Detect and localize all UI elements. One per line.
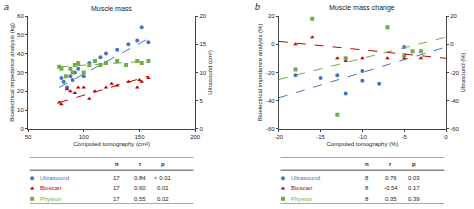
svg-text:Bioelectrical impedance analys: Bioelectrical impedance analysis (%) <box>257 24 263 122</box>
svg-text:Computed tomography (cm²): Computed tomography (cm²) <box>73 141 150 147</box>
svg-text:0.39: 0.39 <box>408 196 420 202</box>
svg-text:10: 10 <box>199 70 206 76</box>
svg-text:p: p <box>161 161 165 167</box>
svg-text:Muscle mass: Muscle mass <box>91 5 132 12</box>
svg-text:20: 20 <box>450 13 457 19</box>
svg-text:Bioelectrical impedance analys: Bioelectrical impedance analysis (kg) <box>9 23 15 122</box>
svg-text:-60: -60 <box>266 126 275 132</box>
svg-text:8: 8 <box>365 185 369 191</box>
svg-text:0.17: 0.17 <box>408 185 420 191</box>
svg-text:n: n <box>365 161 369 167</box>
svg-text:0.01: 0.01 <box>157 185 169 191</box>
svg-text:-10: -10 <box>358 134 367 140</box>
svg-text:Ultrasound: Ultrasound <box>291 175 320 181</box>
svg-text:200: 200 <box>190 134 201 140</box>
svg-text:p: p <box>412 161 416 167</box>
svg-text:8: 8 <box>365 196 369 202</box>
svg-text:0.84: 0.84 <box>134 175 146 181</box>
svg-text:8: 8 <box>365 175 369 181</box>
svg-text:60: 60 <box>17 13 24 19</box>
svg-text:10: 10 <box>17 107 24 113</box>
svg-text:Muscle mass change: Muscle mass change <box>329 4 395 12</box>
svg-text:-5: -5 <box>402 134 408 140</box>
svg-text:0.60: 0.60 <box>134 185 146 191</box>
svg-text:Ultrasound: Ultrasound <box>40 175 69 181</box>
svg-text:5: 5 <box>199 98 203 104</box>
svg-text:Bioscan: Bioscan <box>291 185 312 191</box>
svg-text:30: 30 <box>17 70 24 76</box>
svg-text:Ultrasound (cm²): Ultrasound (cm²) <box>207 50 213 95</box>
svg-text:50: 50 <box>17 32 24 38</box>
svg-text:17: 17 <box>113 175 120 181</box>
svg-text:50: 50 <box>25 134 32 140</box>
svg-text:r: r <box>139 161 142 167</box>
svg-text:0.02: 0.02 <box>157 196 169 202</box>
svg-text:< 0.01: < 0.01 <box>154 175 172 181</box>
svg-text:17: 17 <box>113 196 120 202</box>
svg-text:40: 40 <box>17 51 24 57</box>
svg-text:0: 0 <box>20 126 24 132</box>
svg-text:-60: -60 <box>450 126 459 132</box>
svg-text:20: 20 <box>268 13 275 19</box>
svg-text:Physion: Physion <box>40 196 61 202</box>
svg-text:Ultrasound (%): Ultrasound (%) <box>460 52 466 92</box>
svg-text:0: 0 <box>199 126 203 132</box>
svg-text:-20: -20 <box>274 134 283 140</box>
svg-text:-20: -20 <box>450 70 459 76</box>
svg-text:0: 0 <box>271 41 275 47</box>
svg-text:b: b <box>255 2 260 12</box>
svg-text:0.03: 0.03 <box>408 175 420 181</box>
svg-text:-40: -40 <box>266 98 275 104</box>
svg-text:0.55: 0.55 <box>134 196 146 202</box>
svg-text:-20: -20 <box>266 70 275 76</box>
svg-text:20: 20 <box>199 13 206 19</box>
svg-text:-0.54: -0.54 <box>384 185 398 191</box>
svg-text:0: 0 <box>444 134 448 140</box>
svg-text:17: 17 <box>113 185 120 191</box>
svg-text:Physion: Physion <box>291 196 312 202</box>
svg-text:20: 20 <box>17 88 24 94</box>
svg-text:15: 15 <box>199 41 206 47</box>
svg-text:n: n <box>115 161 119 167</box>
svg-text:0.35: 0.35 <box>385 196 397 202</box>
svg-text:r: r <box>389 161 392 167</box>
svg-text:0: 0 <box>450 41 454 47</box>
svg-text:a: a <box>4 2 9 12</box>
svg-text:-15: -15 <box>316 134 325 140</box>
svg-text:Computed tomography (%): Computed tomography (%) <box>326 141 398 147</box>
svg-text:-40: -40 <box>450 98 459 104</box>
svg-text:150: 150 <box>134 134 145 140</box>
svg-text:100: 100 <box>79 134 90 140</box>
svg-text:0.76: 0.76 <box>385 175 397 181</box>
svg-text:Bioscan: Bioscan <box>40 185 61 191</box>
